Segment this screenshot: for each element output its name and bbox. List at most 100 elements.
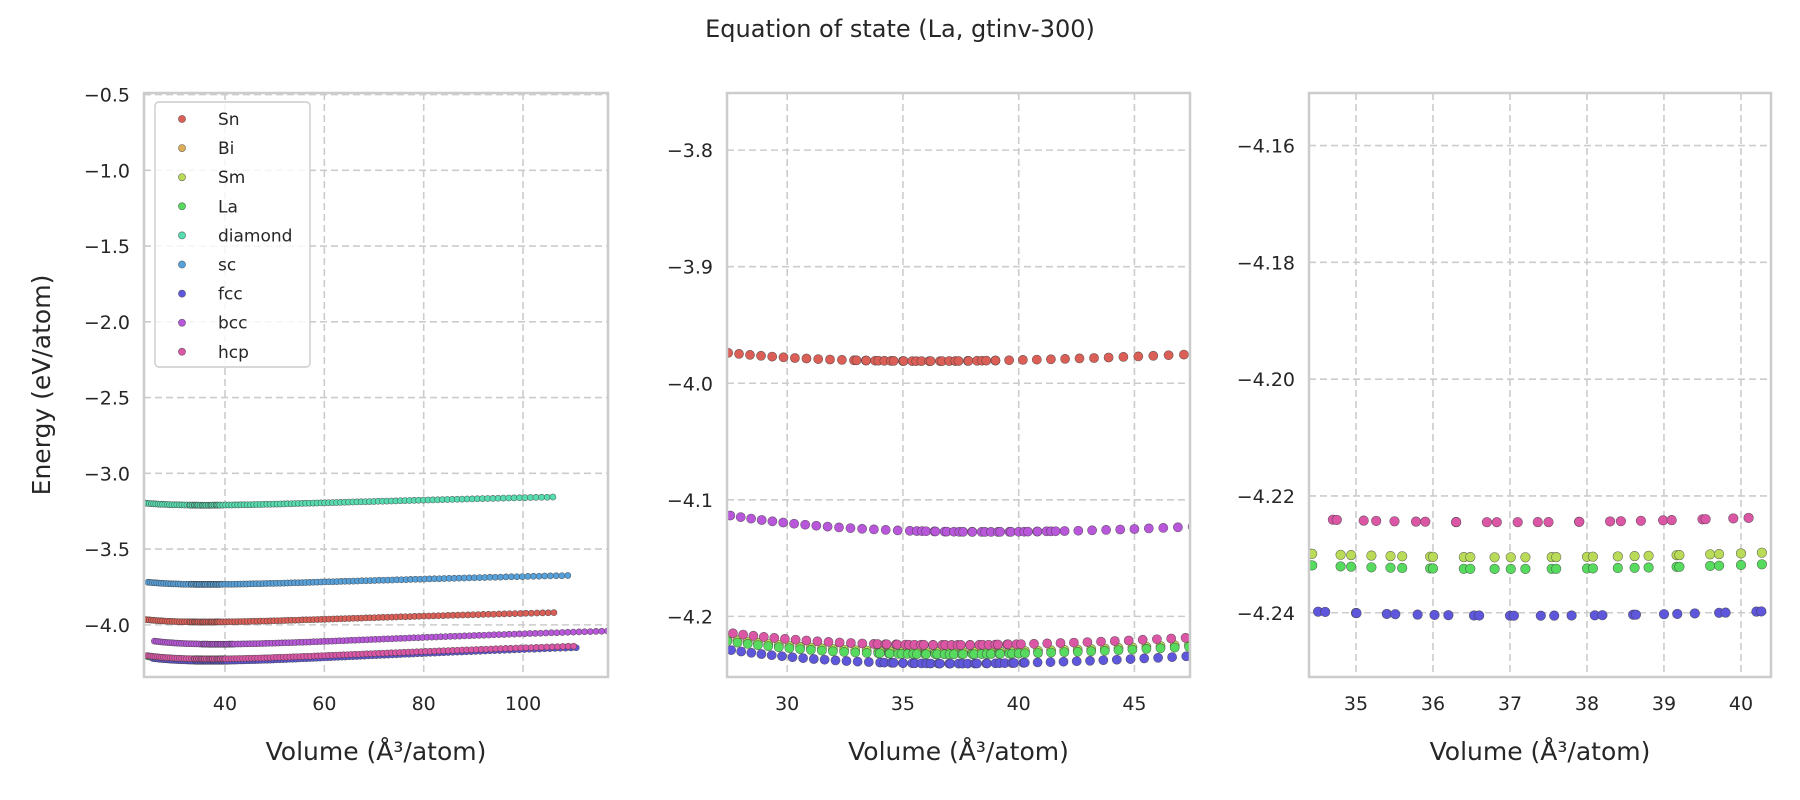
legend-entry-diamond: diamond [178,226,292,246]
data-point [773,642,784,653]
data-point [1605,516,1616,527]
data-point [953,356,964,366]
data-point [790,353,800,363]
data-point [1169,642,1180,653]
data-point [1597,610,1608,621]
data-point [869,524,879,535]
data-point [1023,526,1033,537]
x-tick-label: 40 [1007,693,1031,715]
data-point [1086,65,1095,74]
data-point [921,649,931,660]
y-tick-label: −4.0 [84,615,130,637]
data-point [592,628,600,635]
data-point [1714,549,1725,560]
data-point [1254,512,1264,522]
data-point [874,648,885,659]
data-point [844,66,853,75]
data-point [841,656,852,666]
data-point [892,525,903,536]
data-point [1016,639,1026,649]
data-point [785,64,794,73]
data-point [528,609,535,617]
legend-marker [178,289,186,298]
series-sc [707,57,1216,76]
data-point [1199,641,1208,650]
data-point [727,510,736,521]
data-point [798,653,808,663]
data-point [1293,514,1303,524]
legend: Sn Bi Sm La diamond sc fcc bcc hcp [154,101,311,368]
data-point [965,640,975,650]
data-point [933,67,942,76]
data-point [981,355,992,366]
data-point [1643,550,1654,561]
data-point [1085,655,1095,666]
data-point [930,526,941,537]
data-point [729,60,738,69]
legend-marker [178,173,186,182]
data-point [820,66,829,75]
data-point [1089,353,1099,363]
data-point [961,67,970,76]
data-point [746,647,757,658]
legend-marker [178,347,186,356]
data-point [1059,647,1070,658]
data-point [1019,657,1030,668]
data-point [524,573,532,580]
data-point [1720,607,1731,618]
data-point [1674,561,1685,572]
data-point [1145,63,1154,72]
y-tick-label: −4.0 [667,373,713,395]
data-point [1074,353,1085,364]
legend-label: Bi [218,139,234,159]
data-point [539,609,546,617]
panel-2: 35 36 37 38 39 40 −4.16 −4.18 −4.20 −4.22 −4.24 Vol… [1237,91,1773,766]
data-point [989,67,998,76]
x-tick-label: 30 [775,693,799,715]
scatter-points [703,57,1216,669]
data-point [955,640,966,650]
data-point [817,645,827,656]
series-Sm [1269,547,1767,563]
data-point [1031,354,1042,365]
series-diamond [144,493,557,509]
panel-0: 40 60 80 100 −0.5 −1.0 −1.5 −2.0 −2.5 −3.0 −3.5 −4.… [27,85,610,766]
data-point [898,356,909,366]
data-point [946,67,955,76]
data-point [767,516,778,527]
y-tick-label: −4.18 [1237,252,1295,274]
data-point [888,356,899,366]
data-point [846,638,856,648]
data-point [713,635,722,644]
data-point [1269,547,1279,557]
data-point [727,645,737,655]
series-bcc [727,510,1190,537]
data-point [1474,610,1485,621]
data-point [703,634,712,643]
y-tick-label: −1.0 [84,160,130,182]
data-point [1267,513,1277,523]
data-point [1196,632,1205,641]
x-tick-label: 38 [1575,693,1599,715]
data-point [541,572,549,580]
data-point [1612,551,1623,562]
data-point [801,635,812,646]
data-point [812,636,823,647]
data-point [1073,525,1084,536]
data-point [808,65,817,74]
legend-marker [178,202,186,211]
data-point [1297,514,1307,524]
scatter-points [144,493,608,665]
x-tick-label: 60 [312,693,336,715]
data-point [780,634,790,644]
data-point [878,67,887,76]
data-point [758,632,769,642]
data-point [1042,66,1051,75]
data-point [1098,655,1109,666]
data-point [1700,514,1711,525]
data-point [970,67,979,76]
data-point [1060,354,1070,364]
data-point [1004,355,1014,366]
data-point [1615,516,1626,527]
